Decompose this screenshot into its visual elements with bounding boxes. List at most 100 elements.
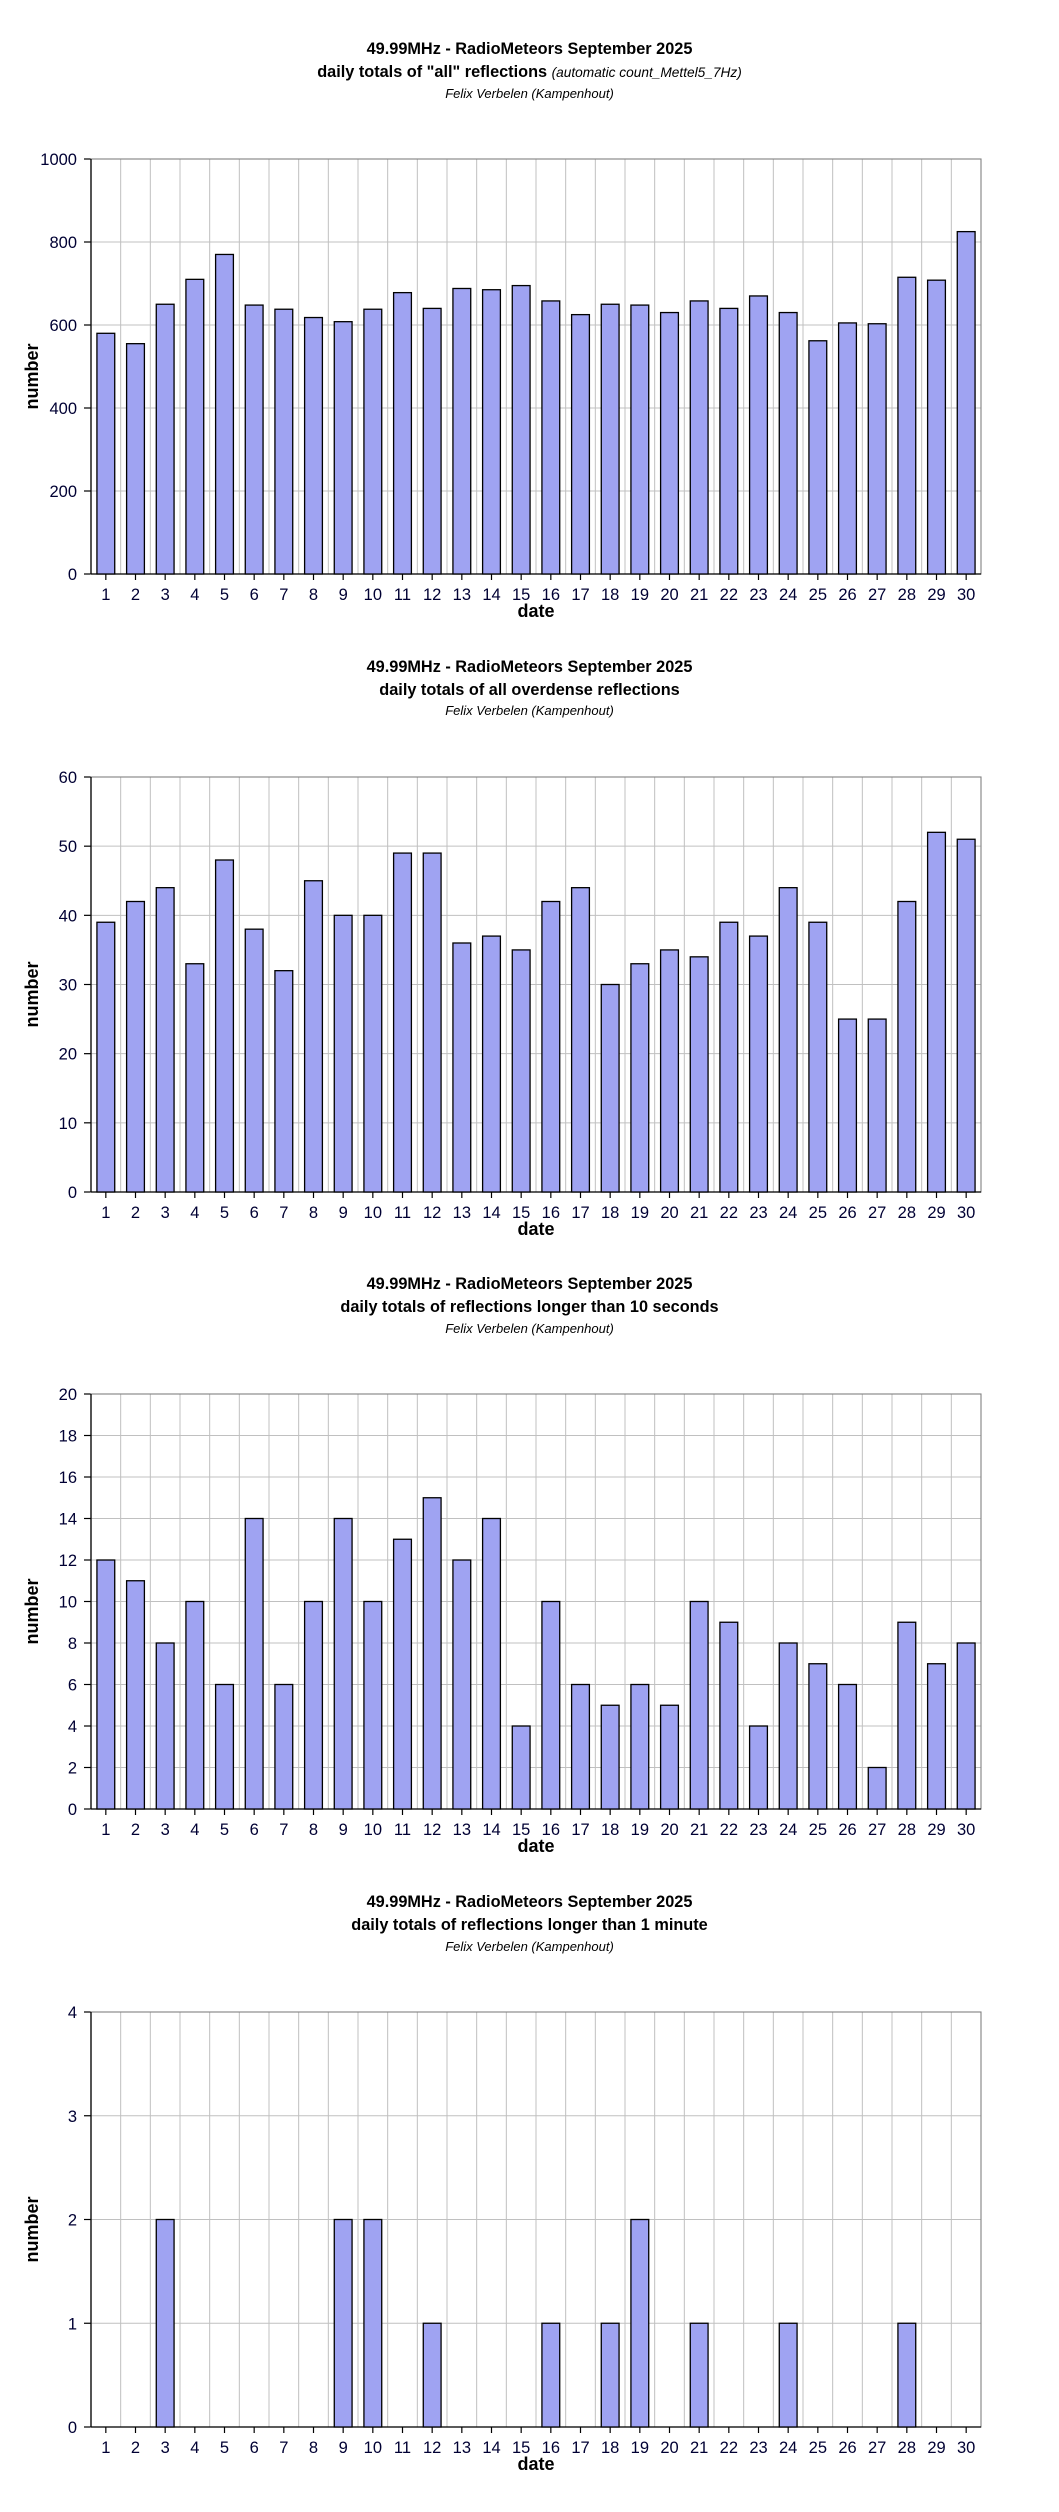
svg-text:6: 6 [250,1821,259,1839]
svg-text:3: 3 [161,586,170,604]
svg-text:25: 25 [809,2439,827,2457]
svg-text:22: 22 [720,586,738,604]
svg-text:8: 8 [309,2439,318,2457]
svg-text:29: 29 [927,1204,945,1222]
svg-text:2: 2 [131,1821,140,1839]
svg-text:13: 13 [453,586,471,604]
svg-text:5: 5 [220,1204,229,1222]
svg-text:23: 23 [749,586,767,604]
svg-text:21: 21 [690,1821,708,1839]
svg-text:21: 21 [690,2439,708,2457]
svg-text:14: 14 [482,2439,500,2457]
svg-text:17: 17 [571,2439,589,2457]
svg-text:19: 19 [631,1821,649,1839]
svg-text:5: 5 [220,1821,229,1839]
svg-text:0: 0 [68,2419,77,2437]
svg-text:8: 8 [68,1635,77,1653]
svg-text:4: 4 [190,586,199,604]
svg-text:4: 4 [68,1718,77,1736]
svg-text:0: 0 [68,1801,77,1819]
svg-text:28: 28 [898,1821,916,1839]
svg-text:1: 1 [101,586,110,604]
svg-text:number: number [22,2196,42,2262]
svg-text:9: 9 [339,1821,348,1839]
svg-text:60: 60 [59,769,77,787]
svg-text:10: 10 [59,1594,77,1612]
svg-text:27: 27 [868,586,886,604]
svg-text:20: 20 [660,1204,678,1222]
svg-text:27: 27 [868,2439,886,2457]
svg-text:8: 8 [309,1204,318,1222]
svg-text:30: 30 [59,976,77,994]
svg-text:10: 10 [364,1204,382,1222]
svg-text:date: date [517,2454,554,2474]
svg-text:3: 3 [161,2439,170,2457]
svg-text:20: 20 [59,1045,77,1063]
svg-text:3: 3 [161,1821,170,1839]
svg-text:50: 50 [59,838,77,856]
svg-text:17: 17 [571,586,589,604]
svg-text:25: 25 [809,1204,827,1222]
svg-text:14: 14 [482,1204,500,1222]
svg-text:23: 23 [749,1204,767,1222]
svg-text:29: 29 [927,586,945,604]
svg-text:0: 0 [68,566,77,584]
svg-text:18: 18 [601,2439,619,2457]
svg-text:20: 20 [59,1386,77,1404]
svg-text:23: 23 [749,2439,767,2457]
svg-text:6: 6 [250,1204,259,1222]
svg-text:12: 12 [423,586,441,604]
svg-text:0: 0 [68,1184,77,1202]
svg-text:26: 26 [838,2439,856,2457]
svg-text:1000: 1000 [40,151,77,169]
svg-text:19: 19 [631,586,649,604]
svg-text:12: 12 [423,2439,441,2457]
svg-text:23: 23 [749,1821,767,1839]
svg-text:4: 4 [68,2004,77,2022]
svg-text:1: 1 [101,2439,110,2457]
svg-text:3: 3 [68,2108,77,2126]
svg-text:200: 200 [49,483,77,501]
svg-text:14: 14 [482,1821,500,1839]
svg-text:7: 7 [279,1204,288,1222]
svg-text:24: 24 [779,2439,797,2457]
svg-text:1: 1 [68,2315,77,2333]
svg-text:6: 6 [250,586,259,604]
svg-text:19: 19 [631,1204,649,1222]
svg-text:22: 22 [720,1204,738,1222]
svg-text:10: 10 [364,1821,382,1839]
svg-text:21: 21 [690,1204,708,1222]
svg-text:28: 28 [898,2439,916,2457]
svg-text:18: 18 [59,1428,77,1446]
svg-text:6: 6 [250,2439,259,2457]
svg-text:26: 26 [838,1204,856,1222]
svg-text:27: 27 [868,1204,886,1222]
svg-text:12: 12 [423,1204,441,1222]
svg-text:9: 9 [339,1204,348,1222]
svg-text:24: 24 [779,1204,797,1222]
svg-text:12: 12 [423,1821,441,1839]
svg-text:13: 13 [453,1204,471,1222]
svg-text:29: 29 [927,2439,945,2457]
svg-text:13: 13 [453,2439,471,2457]
svg-text:5: 5 [220,586,229,604]
svg-text:26: 26 [838,586,856,604]
svg-text:5: 5 [220,2439,229,2457]
svg-text:30: 30 [957,1204,975,1222]
svg-text:17: 17 [571,1821,589,1839]
svg-text:22: 22 [720,2439,738,2457]
svg-text:30: 30 [957,586,975,604]
svg-text:2: 2 [131,2439,140,2457]
svg-text:20: 20 [660,586,678,604]
svg-text:7: 7 [279,586,288,604]
svg-text:8: 8 [309,1821,318,1839]
svg-text:12: 12 [59,1552,77,1570]
svg-text:number: number [22,343,42,409]
svg-text:18: 18 [601,1204,619,1222]
svg-text:7: 7 [279,1821,288,1839]
svg-text:600: 600 [49,317,77,335]
svg-text:11: 11 [394,1821,411,1839]
svg-text:400: 400 [49,400,77,418]
svg-text:3: 3 [161,1204,170,1222]
svg-text:11: 11 [394,2439,411,2457]
